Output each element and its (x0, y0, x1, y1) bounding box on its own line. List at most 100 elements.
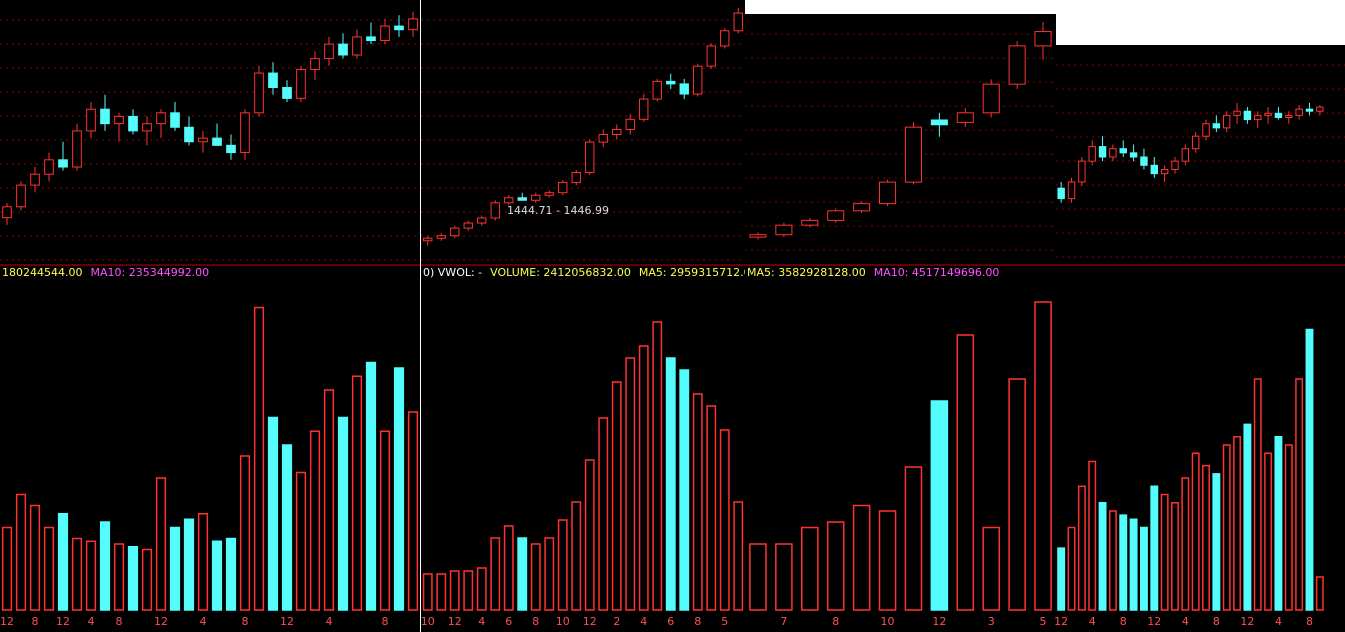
candle-body (1264, 112, 1272, 116)
panel-background (0, 0, 420, 632)
candle-body (114, 115, 124, 125)
volume-bar (956, 334, 975, 611)
candle-body (827, 210, 845, 221)
volume-bar (1212, 473, 1221, 611)
volume-bar (1315, 576, 1324, 611)
candle-body (58, 159, 68, 168)
candle-body (198, 137, 208, 143)
volume-bar (801, 526, 819, 611)
x-tick-label: 12 (448, 615, 462, 628)
candle-body (394, 25, 404, 31)
candle-body (775, 224, 793, 236)
volume-bar (692, 393, 703, 611)
volume-bar (1274, 436, 1283, 611)
x-tick-label: 12 (583, 615, 597, 628)
volume-bar (393, 367, 405, 611)
x-tick-label: 12 (1054, 615, 1068, 628)
candle-body (366, 36, 376, 42)
volume-bar (463, 570, 474, 611)
candle-body (423, 237, 433, 242)
candle-body (1067, 181, 1076, 200)
volume-bar (652, 321, 663, 611)
candle-body (504, 197, 514, 204)
volume-bar (982, 526, 1000, 611)
volume-bar (1305, 328, 1314, 611)
volume-bar (1139, 526, 1148, 611)
volume-bar (1222, 444, 1231, 611)
candle-body (531, 194, 541, 201)
volume-bar (1181, 477, 1190, 611)
x-tick-label: 12 (154, 615, 168, 628)
candle-body (142, 123, 152, 132)
candle-body (408, 18, 418, 31)
volume-bar (239, 455, 251, 611)
candle-body (463, 222, 473, 229)
x-tick-label: 4 (478, 615, 485, 628)
volume-bar (1191, 452, 1200, 611)
volume-bar (1264, 452, 1273, 611)
x-tick-label: 12 (0, 615, 14, 628)
volume-bar (351, 375, 363, 611)
candle-body (490, 202, 500, 219)
candle-body (72, 130, 82, 168)
volume-bar (1171, 502, 1179, 611)
header-label: MA5: 3582928128.00 (747, 266, 866, 279)
candle-body (733, 12, 743, 32)
volume-bar (436, 573, 447, 611)
candle-body (879, 181, 897, 205)
candle-body (1098, 146, 1107, 158)
candle-body (16, 184, 26, 208)
candle-body (956, 112, 974, 123)
candle-body (380, 25, 390, 42)
candle-body (801, 219, 819, 226)
volume-bar (679, 369, 690, 611)
x-tick-label: 12 (280, 615, 294, 628)
volume-bar (749, 543, 767, 611)
volume-bar (225, 537, 237, 611)
x-tick-label: 4 (1275, 615, 1282, 628)
volume-bar (503, 525, 514, 611)
header-label: MA10: 4517149696.00 (874, 266, 1000, 279)
candle-body (639, 98, 649, 120)
volume-bar (1233, 436, 1242, 611)
volume-bar (267, 416, 279, 611)
candle-body (324, 43, 334, 60)
candle-body (1129, 152, 1138, 158)
volume-bar (99, 521, 111, 611)
candle-body (1160, 168, 1169, 175)
annotation: 1444.71 - 1446.99 (507, 204, 609, 217)
candle-body (268, 72, 278, 89)
candle-body (1119, 148, 1127, 154)
volume-bar (1108, 510, 1117, 611)
volume-bar (544, 537, 555, 611)
candle-body (1233, 110, 1241, 116)
candle-body (338, 43, 348, 56)
volume-bar (719, 429, 730, 611)
panel-background (745, 14, 1056, 632)
x-tick-label: 6 (667, 615, 674, 628)
candle-body (666, 80, 676, 85)
candle-body (1109, 148, 1117, 158)
volume-bar (1088, 460, 1097, 611)
x-tick-label: 10 (556, 615, 570, 628)
candle-body (571, 171, 581, 184)
x-tick-label: 4 (88, 615, 95, 628)
candle-body (598, 134, 608, 143)
candle-body (1008, 45, 1026, 85)
volume-bar (337, 416, 349, 611)
candle-body (226, 144, 236, 154)
volume-bar (878, 510, 897, 611)
volume-bar (1295, 378, 1304, 611)
volume-bar (611, 381, 622, 611)
candle-body (585, 141, 595, 173)
volume-bar (85, 540, 97, 611)
candle-body (212, 137, 222, 146)
candle-body (436, 235, 446, 239)
candle-body (1191, 135, 1200, 150)
volume-bar (584, 459, 595, 611)
candle-body (170, 112, 180, 128)
x-tick-label: 8 (1306, 615, 1313, 628)
candle-body (30, 173, 40, 186)
volume-bar (323, 389, 335, 611)
